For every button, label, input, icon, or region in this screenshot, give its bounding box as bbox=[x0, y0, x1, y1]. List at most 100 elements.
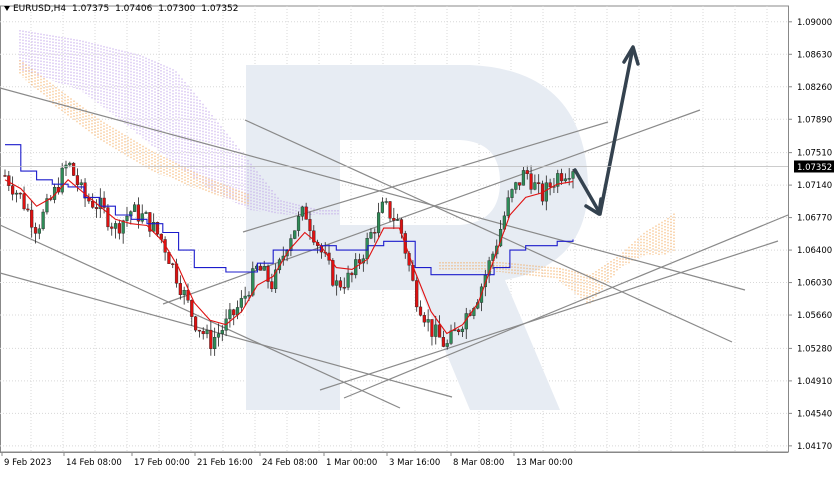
close-value: 1.07352 bbox=[201, 4, 239, 14]
bull-candle bbox=[434, 324, 438, 337]
price-tick-label: 1.05280 bbox=[797, 344, 832, 354]
time-tick-label: 14 Feb 08:00 bbox=[66, 458, 122, 468]
bear-candle bbox=[258, 265, 263, 271]
forecast-arrow-up bbox=[598, 50, 634, 216]
bull-candle bbox=[140, 213, 144, 222]
bear-candle bbox=[201, 330, 205, 335]
bear-candle bbox=[186, 290, 190, 301]
price-tick-label: 1.04540 bbox=[797, 409, 832, 419]
bull-candle bbox=[376, 212, 381, 234]
bear-candle bbox=[3, 175, 7, 177]
bull-candle bbox=[213, 337, 217, 349]
trend-line bbox=[343, 214, 789, 399]
bear-candle bbox=[18, 192, 22, 195]
tenkan-sen-line bbox=[4, 179, 574, 335]
dropdown-triangle-icon[interactable] bbox=[4, 6, 10, 11]
bear-candle bbox=[171, 263, 175, 265]
bear-candle bbox=[388, 201, 392, 219]
bull-candle bbox=[243, 295, 247, 299]
bear-candle bbox=[266, 266, 270, 282]
bear-candle bbox=[178, 283, 182, 296]
bear-candle bbox=[232, 309, 236, 316]
bull-candle bbox=[567, 178, 571, 180]
bull-candle bbox=[483, 275, 487, 288]
price-tick-label: 1.07140 bbox=[797, 181, 832, 191]
bull-candle bbox=[426, 319, 430, 323]
watermark-logo bbox=[246, 65, 588, 410]
ichimoku-cloud-mid bbox=[439, 262, 561, 280]
forecast-arrow-down bbox=[573, 168, 600, 212]
price-tick-label: 1.07890 bbox=[797, 115, 832, 125]
trend-line bbox=[0, 224, 401, 409]
bull-candle bbox=[45, 198, 49, 213]
bear-candle bbox=[190, 300, 194, 317]
bull-candle bbox=[300, 206, 304, 217]
open-value: 1.07375 bbox=[72, 4, 110, 14]
forecast-arrows bbox=[573, 45, 640, 216]
bear-candle bbox=[304, 206, 308, 220]
ichimoku-cloud-future bbox=[559, 213, 675, 305]
bull-candle bbox=[289, 238, 293, 251]
bull-candle bbox=[380, 201, 384, 213]
symbol-label: EURUSD,H4 bbox=[13, 4, 67, 14]
bear-candle bbox=[415, 280, 419, 308]
price-axis: 1.09000 1.08630 1.08260 1.07890 1.07510 1.071… bbox=[0, 6, 834, 452]
bull-candle bbox=[205, 329, 209, 335]
bear-candle bbox=[148, 212, 152, 232]
bull-candle bbox=[113, 223, 118, 229]
bear-candle bbox=[529, 173, 533, 190]
bear-candle bbox=[537, 182, 541, 184]
current-price-badge bbox=[794, 160, 834, 173]
bull-candle bbox=[182, 290, 186, 296]
bear-candle bbox=[11, 185, 15, 195]
bull-candle bbox=[262, 266, 266, 271]
trend-line bbox=[319, 240, 779, 391]
bear-candle bbox=[102, 197, 106, 208]
bull-candle bbox=[254, 265, 259, 269]
bear-candle bbox=[518, 182, 522, 186]
bear-candle bbox=[155, 222, 160, 235]
bull-candle bbox=[293, 230, 297, 239]
bull-candle bbox=[369, 232, 373, 239]
time-tick-label: 1 Mar 00:00 bbox=[326, 458, 377, 468]
chart-header: EURUSD,H4 1.07375 1.07406 1.07300 1.0735… bbox=[4, 4, 242, 14]
bull-candle bbox=[247, 294, 251, 297]
bull-candle bbox=[121, 220, 125, 234]
bull-candle bbox=[544, 182, 548, 202]
bull-candle bbox=[98, 197, 102, 210]
bear-candle bbox=[548, 182, 552, 188]
bear-candle bbox=[422, 315, 426, 323]
bull-candle bbox=[125, 215, 129, 221]
price-tick-label: 1.05660 bbox=[797, 311, 832, 321]
bear-candle bbox=[22, 193, 26, 210]
bear-candle bbox=[418, 306, 423, 316]
bull-candle bbox=[133, 204, 137, 212]
price-tick-label: 1.06770 bbox=[797, 214, 832, 224]
bull-candle bbox=[563, 178, 567, 182]
bear-candle bbox=[33, 227, 38, 234]
bull-candle bbox=[384, 201, 388, 203]
price-tick-label: 1.06400 bbox=[797, 246, 832, 256]
time-tick-label: 24 Feb 08:00 bbox=[262, 458, 318, 468]
bull-candle bbox=[346, 272, 350, 288]
arrow-head-icon bbox=[622, 45, 640, 66]
bull-candle bbox=[460, 328, 465, 332]
bull-candle bbox=[37, 228, 41, 234]
bull-candle bbox=[251, 268, 255, 296]
bear-candle bbox=[559, 173, 564, 182]
bear-candle bbox=[136, 204, 141, 222]
bear-candle bbox=[357, 259, 362, 264]
bull-candle bbox=[274, 269, 278, 290]
price-tick-label: 1.06030 bbox=[797, 279, 832, 289]
bear-candle bbox=[392, 217, 396, 221]
bull-candle bbox=[521, 170, 526, 186]
time-tick-label: 8 Mar 08:00 bbox=[453, 458, 504, 468]
time-tick-label: 3 Mar 16:00 bbox=[389, 458, 440, 468]
price-tick-label: 1.08630 bbox=[797, 50, 832, 60]
price-tick-label: 1.09000 bbox=[797, 18, 832, 28]
bull-candle bbox=[14, 192, 19, 195]
bear-candle bbox=[197, 329, 202, 332]
time-tick-label: 13 Mar 00:00 bbox=[516, 458, 573, 468]
